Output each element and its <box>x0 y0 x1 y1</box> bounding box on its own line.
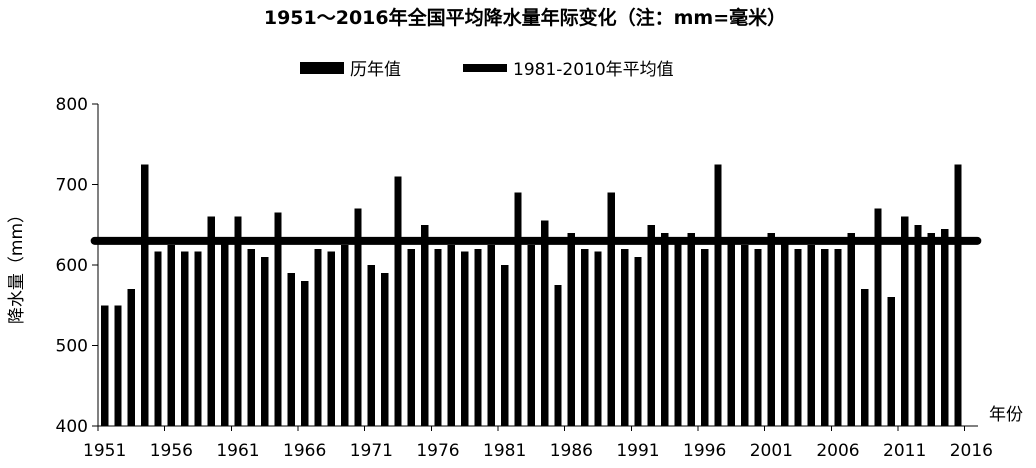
bar-2008 <box>861 289 869 426</box>
bar-2000 <box>754 248 762 426</box>
legend-swatch-bars <box>300 62 344 74</box>
bar-1956 <box>167 244 175 426</box>
legend-swatch-average <box>463 64 507 72</box>
y-tick-label: 400 <box>56 417 88 437</box>
x-tick-label: 2001 <box>750 441 793 461</box>
bar-1992 <box>647 224 655 426</box>
bar-2001 <box>767 232 775 426</box>
bar-1981 <box>501 265 509 426</box>
bar-2014 <box>941 228 949 426</box>
y-axis-label: 降水量（mm） <box>7 206 27 324</box>
bar-1971 <box>367 265 375 426</box>
bar-2015 <box>954 164 962 426</box>
bar-1972 <box>381 273 389 426</box>
bar-1996 <box>701 248 709 426</box>
bar-1953 <box>127 289 135 426</box>
bar-1973 <box>394 176 402 426</box>
x-tick-label: 1951 <box>83 441 126 461</box>
bar-1960 <box>221 240 229 426</box>
x-tick-label: 1991 <box>616 441 659 461</box>
bar-1952 <box>114 305 122 426</box>
bar-1957 <box>181 251 189 426</box>
x-tick-label: 2011 <box>883 441 926 461</box>
bar-1995 <box>687 232 695 426</box>
y-tick-label: 600 <box>56 256 88 276</box>
bar-2007 <box>847 232 855 426</box>
bar-2004 <box>807 244 815 426</box>
bar-1975 <box>421 224 429 426</box>
bar-1989 <box>607 192 615 426</box>
bar-1955 <box>154 251 162 426</box>
bar-1963 <box>261 256 269 426</box>
bar-1993 <box>661 232 669 426</box>
bar-1986 <box>567 232 575 426</box>
x-tick-label: 1971 <box>350 441 393 461</box>
bar-1984 <box>541 220 549 426</box>
legend-label-average: 1981-2010年平均值 <box>513 60 674 80</box>
bar-1959 <box>207 216 215 426</box>
x-tick-label: 1961 <box>216 441 259 461</box>
bar-1967 <box>314 248 322 426</box>
bar-1954 <box>141 164 149 426</box>
bar-1979 <box>474 248 482 426</box>
bar-2009 <box>874 208 882 426</box>
bar-1982 <box>514 192 522 426</box>
x-tick-label: 1986 <box>550 441 593 461</box>
bar-1958 <box>194 251 202 426</box>
x-tick-label: 2016 <box>950 441 993 461</box>
x-tick-label: 2006 <box>816 441 859 461</box>
bar-1990 <box>621 248 629 426</box>
bar-1976 <box>434 248 442 426</box>
bar-1965 <box>287 273 295 426</box>
bar-1977 <box>447 244 455 426</box>
bar-2012 <box>914 224 922 426</box>
x-tick-label: 1996 <box>683 441 726 461</box>
bar-2011 <box>901 216 909 426</box>
y-tick-label: 500 <box>56 337 88 357</box>
x-tick-label: 1976 <box>416 441 459 461</box>
bar-1970 <box>354 208 362 426</box>
bar-1962 <box>247 248 255 426</box>
bar-1961 <box>234 216 242 426</box>
plot-area: 400 500 600 700 800 1951 1956 1961 1966 1971 1976 1… <box>56 95 993 461</box>
bar-2010 <box>887 297 895 426</box>
y-tick-label: 700 <box>56 176 88 196</box>
bar-1968 <box>327 251 335 426</box>
legend-label-bars: 历年值 <box>350 60 401 80</box>
bar-1966 <box>301 281 309 426</box>
bar-1964 <box>274 212 282 426</box>
bar-2005 <box>821 248 829 426</box>
bar-1988 <box>594 251 602 426</box>
x-tick-label: 1956 <box>150 441 193 461</box>
bar-1974 <box>407 248 415 426</box>
bar-1997 <box>714 164 722 426</box>
bar-1987 <box>581 248 589 426</box>
bar-1998 <box>727 240 735 426</box>
bar-2006 <box>834 248 842 426</box>
x-axis-label: 年份 <box>989 405 1023 425</box>
y-tick-label: 800 <box>56 95 88 115</box>
bar-2013 <box>927 232 935 426</box>
legend: 历年值 1981-2010年平均值 <box>300 60 674 80</box>
x-tick-label: 1981 <box>483 441 526 461</box>
bar-1985 <box>554 285 562 426</box>
bar-1983 <box>527 244 535 426</box>
bar-1994 <box>674 240 682 426</box>
x-tick-label: 1966 <box>283 441 326 461</box>
bar-1951 <box>101 305 109 426</box>
bar-2002 <box>781 240 789 426</box>
bar-2003 <box>794 248 802 426</box>
bar-1980 <box>487 244 495 426</box>
bar-1978 <box>461 251 469 426</box>
bar-1999 <box>741 244 749 426</box>
bar-1969 <box>341 244 349 426</box>
bar-1991 <box>634 256 642 426</box>
chart-title: 1951～2016年全国平均降水量年际变化（注：mm=毫米） <box>264 6 786 29</box>
